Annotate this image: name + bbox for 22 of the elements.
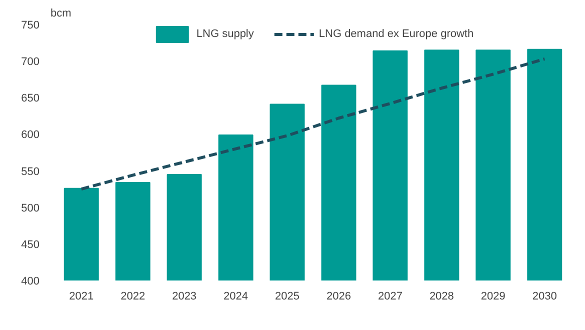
y-tick-label: 750	[21, 20, 40, 32]
x-tick-label: 2024	[224, 290, 248, 302]
x-tick-label: 2022	[120, 290, 146, 302]
x-tick-label: 2025	[275, 290, 300, 302]
x-tick-label: 2027	[378, 290, 402, 302]
x-tick-label: 2028	[429, 290, 454, 302]
line-series	[80, 57, 546, 191]
x-tick-label: 2021	[69, 290, 94, 302]
y-tick-label: 650	[21, 92, 40, 105]
y-tick-label: 500	[21, 202, 40, 214]
x-tick-label: 2030	[532, 290, 557, 302]
y-tick-label: 700	[21, 56, 40, 68]
x-tick-label: 2026	[326, 290, 351, 302]
x-tick-label: 2029	[480, 290, 506, 302]
y-axis-title: bcm	[50, 8, 72, 20]
y-tick-label: 550	[21, 166, 40, 178]
x-tick-label: 2023	[172, 290, 197, 302]
y-tick-label: 450	[21, 238, 40, 251]
y-tick-label: 600	[21, 129, 40, 142]
y-tick-label: 400	[21, 276, 40, 288]
legend-label: LNG demand ex Europe growth	[318, 28, 474, 40]
legend-label: LNG supply	[196, 28, 254, 40]
